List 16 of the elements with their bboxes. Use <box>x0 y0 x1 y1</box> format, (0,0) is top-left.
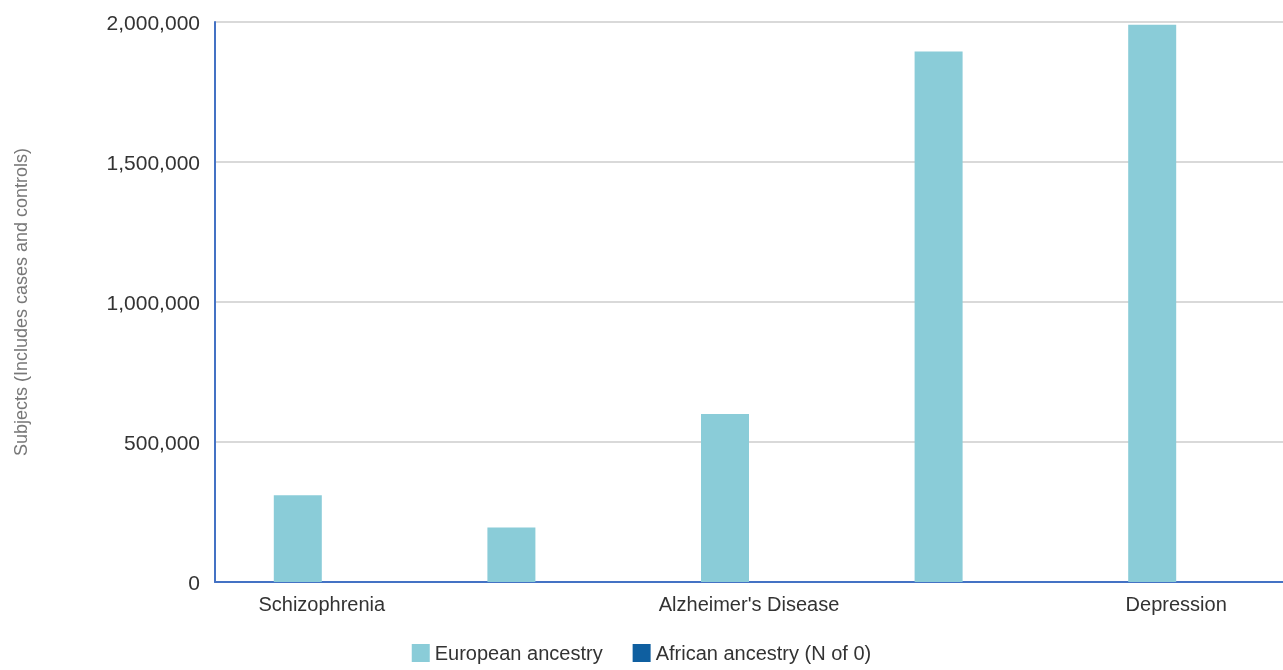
bar <box>273 495 322 582</box>
y-tick-label: 0 <box>188 570 200 594</box>
y-tick-label: 1,500,000 <box>106 150 200 174</box>
x-tick-label: Depression <box>1125 593 1227 615</box>
bar <box>914 51 963 582</box>
legend-label: African ancestry (N of 0) <box>655 642 872 664</box>
bar <box>487 527 536 582</box>
bar <box>701 414 749 582</box>
x-tick-label: Alzheimer's Disease <box>658 593 840 615</box>
x-tick-label: Schizophrenia <box>258 593 387 615</box>
y-tick-label: 1,000,000 <box>106 290 200 314</box>
y-tick-label: 2,000,000 <box>106 10 200 34</box>
y-tick-label: 500,000 <box>124 430 200 454</box>
bar <box>1128 24 1177 582</box>
legend-label: European ancestry <box>434 642 603 664</box>
y-axis-title: Subjects (Includes cases and controls) <box>11 147 31 457</box>
